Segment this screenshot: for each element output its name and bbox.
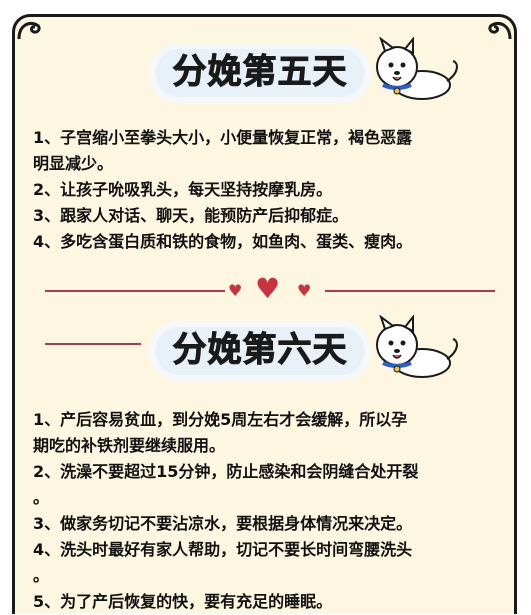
list-item: 4、洗头时最好有家人帮助，切记不要长时间弯腰洗头 [33, 540, 413, 559]
divider-line-left [45, 290, 225, 292]
curl-ornament-icon [17, 22, 41, 40]
list-item: 5、为了产后恢复的快，要有充足的睡眠。 [33, 592, 333, 611]
list-item: 3、做家务切记不要沾凉水，要根据身体情况来决定。 [33, 514, 413, 533]
divider-line-right [325, 290, 495, 292]
list-item: 2、洗澡不要超过15分钟，防止感染和会阴缝合处开裂 [33, 462, 419, 481]
heart-divider: ♥ ♥ ♥ [15, 275, 514, 303]
list-item: 1、产后容易贫血，到分娩5周左右才会缓解，所以孕 [33, 410, 408, 429]
list-item: 明显减少。 [33, 154, 114, 173]
list-item: 3、跟家人对话、聊天，能预防产后抑郁症。 [33, 206, 349, 225]
heart-icon: ♥ [297, 281, 312, 300]
list-item: 4、多吃含蛋白质和铁的食物，如鱼肉、蛋类、瘦肉。 [33, 232, 413, 251]
divider-line-short [45, 343, 141, 345]
title-band [155, 327, 365, 375]
list-item: 期吃的补铁剂要继续服用。 [33, 436, 226, 455]
white-dog-icon [376, 37, 458, 100]
title-band [155, 49, 365, 97]
section1-title: 分娩第五天 [172, 52, 348, 93]
list-item: 。 [33, 488, 50, 507]
list-item: 1、子宫缩小至拳头大小，小便量恢复正常，褐色恶露 [33, 128, 413, 147]
heart-icon: ♥ [228, 281, 243, 300]
list-item: 。 [33, 566, 50, 585]
section1-header: 分娩第五天 [15, 37, 514, 107]
white-dog-icon [376, 315, 458, 378]
section2-title: 分娩第六天 [172, 330, 348, 371]
list-item: 2、让孩子吮吸乳头，每天坚持按摩乳房。 [33, 180, 333, 199]
info-card: 分娩第五天 1、子宫缩小至拳头大小，小便量恢复正常，褐色恶露 明显减少。 2、让… [12, 14, 517, 614]
section2-list: 1、产后容易贫血，到分娩5周左右才会缓解，所以孕 期吃的补铁剂要继续服用。 2、… [33, 407, 503, 615]
curl-ornament-icon [488, 22, 512, 40]
section2-header: 分娩第六天 [15, 315, 514, 385]
section1-list: 1、子宫缩小至拳头大小，小便量恢复正常，褐色恶露 明显减少。 2、让孩子吮吸乳头… [33, 125, 503, 255]
heart-icon: ♥ [255, 272, 281, 305]
